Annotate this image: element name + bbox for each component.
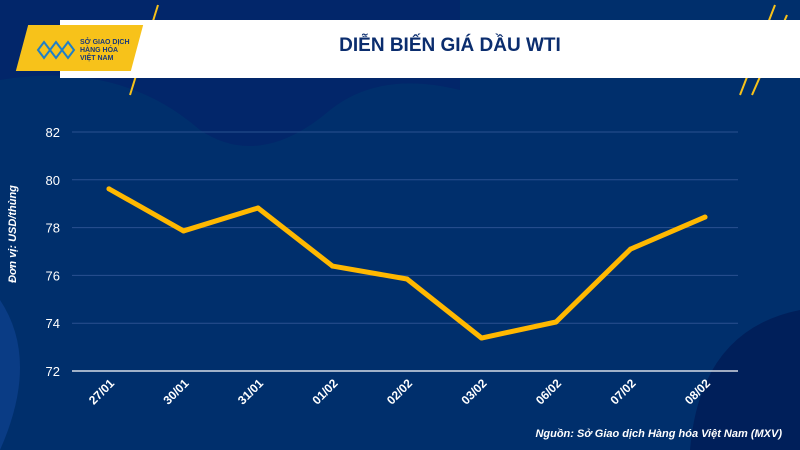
x-tick-label: 07/02 [607,376,638,407]
data-point [628,246,633,252]
x-tick-label: 02/02 [384,376,415,407]
data-point [553,319,559,325]
data-point [106,186,112,192]
x-tick-label: 06/02 [533,376,564,407]
logo-icon [36,40,76,60]
y-tick-label: 74 [46,316,60,331]
y-tick-label: 76 [46,268,60,283]
y-tick-label: 72 [46,364,60,379]
data-point [181,228,186,234]
data-point [330,263,335,269]
x-tick-label: 01/02 [309,376,340,407]
data-point [255,205,261,211]
x-tick-label: 31/01 [235,376,266,407]
y-tick-label: 78 [46,221,60,236]
page-title: DIỄN BIẾN GIÁ DẦU WTI [339,35,561,56]
x-tick-label: 27/01 [86,376,117,407]
data-point [404,276,410,282]
data-point [479,335,484,341]
logo-text: SỞ GIAO DỊCH HÀNG HÓA VIỆT NAM [80,39,130,62]
y-tick-label: 80 [46,173,60,188]
x-tick-label: 03/02 [458,376,489,407]
data-point [702,214,708,220]
x-tick-label: 08/02 [682,376,713,407]
series-line [106,186,708,341]
y-tick-label: 82 [46,125,60,140]
source-note: Nguồn: Sở Giao dịch Hàng hóa Việt Nam (M… [535,428,782,440]
title-banner [60,20,800,78]
x-tick-label: 30/01 [160,376,191,407]
